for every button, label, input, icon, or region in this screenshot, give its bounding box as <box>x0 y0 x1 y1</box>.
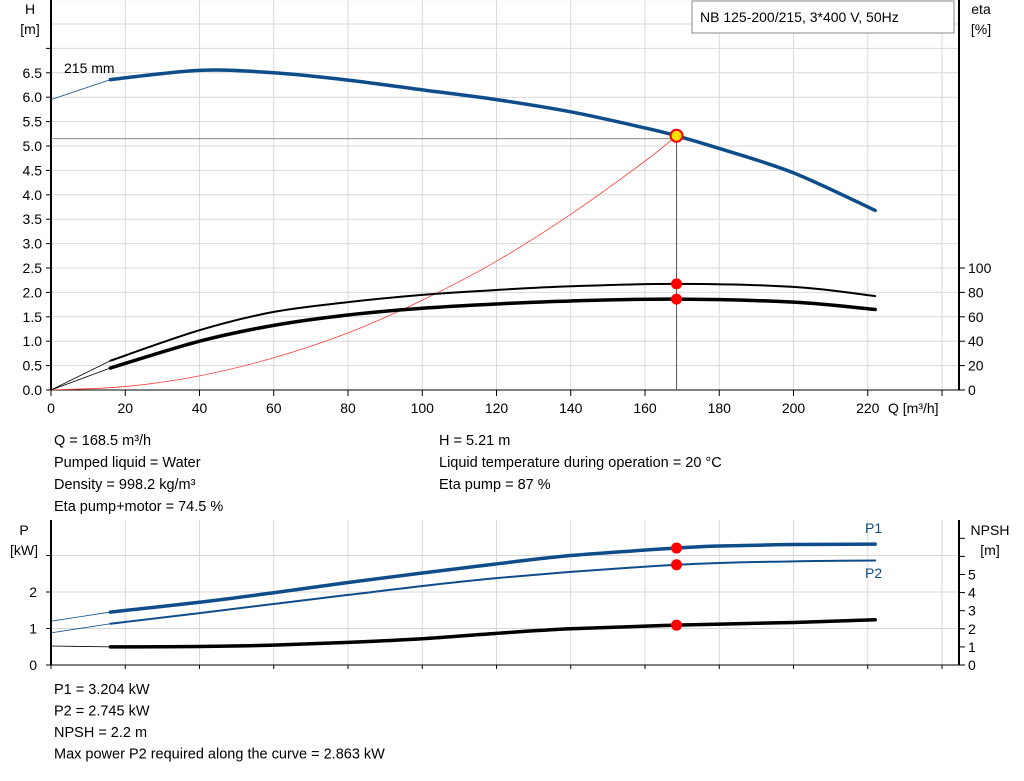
h-tick-label: 0.5 <box>23 358 43 374</box>
h-tick-label: 4.0 <box>23 187 43 203</box>
q-tick-label: 180 <box>708 400 732 416</box>
npsh-tick-label: 4 <box>968 585 976 601</box>
head-curve <box>108 68 877 213</box>
npsh-point <box>671 619 683 631</box>
eta-tick-label: 0 <box>968 382 976 398</box>
h-tick-label: 3.0 <box>23 236 43 252</box>
p2-point <box>671 559 683 571</box>
h-tick-label: 0.0 <box>23 382 43 398</box>
series-label-p2: P2 <box>865 565 882 581</box>
info-line: Eta pump+motor = 74.5 % <box>54 499 223 515</box>
h-tick-label: 2.5 <box>23 260 43 276</box>
q-tick-label: 200 <box>782 400 806 416</box>
npsh-curve-extension <box>50 645 111 648</box>
npsh-curve <box>108 618 877 649</box>
eta-tick-label: 80 <box>968 284 984 300</box>
eta-pump-motor-point <box>671 293 683 305</box>
eta-tick-label: 100 <box>968 260 992 276</box>
q-tick-label: 160 <box>633 400 657 416</box>
eta-pump-curve-extension <box>50 360 111 391</box>
p-axis-unit: [kW] <box>10 542 38 558</box>
eta-tick-label: 40 <box>968 333 984 349</box>
h-tick-label: 3.5 <box>23 211 43 227</box>
eta-pump-motor-curve-extension <box>50 367 111 391</box>
system-curve <box>50 135 677 391</box>
p-tick-label: 1 <box>29 621 37 637</box>
series-label-p1: P1 <box>865 520 882 536</box>
npsh-axis-unit: [m] <box>980 542 999 558</box>
q-tick-label: 100 <box>411 400 435 416</box>
h-tick-label: 6.5 <box>23 65 43 81</box>
duty-point <box>669 128 684 143</box>
info-line: Max power P2 required along the curve = … <box>54 747 385 763</box>
h-tick-label: 1.0 <box>23 333 43 349</box>
p2-curve-extension <box>50 623 111 634</box>
q-tick-label: 0 <box>47 400 55 416</box>
npsh-tick-label: 1 <box>968 639 976 655</box>
q-tick-label: 120 <box>485 400 509 416</box>
info-line: H = 5.21 m <box>439 433 510 449</box>
x-axis-label: Q [m³/h] <box>888 400 939 416</box>
info-line: P1 = 3.204 kW <box>54 682 150 698</box>
head-curve-extension <box>50 79 111 101</box>
title-box <box>691 0 955 34</box>
npsh-tick-label: 2 <box>968 621 976 637</box>
series-label-215mm: 215 mm <box>64 60 115 76</box>
p-tick-label: 2 <box>29 584 37 600</box>
npsh-tick-label: 5 <box>968 567 976 583</box>
q-tick-label: 20 <box>117 400 133 416</box>
y-axis-label-right: eta <box>971 1 991 17</box>
info-line: Eta pump = 87 % <box>439 477 551 493</box>
p1-curve <box>108 542 877 614</box>
q-tick-label: 40 <box>192 400 208 416</box>
h-tick-label: 5.0 <box>23 138 43 154</box>
y-axis-unit-right: [%] <box>971 21 991 37</box>
eta-tick-label: 60 <box>968 309 984 325</box>
info-line: Pumped liquid = Water <box>54 455 201 471</box>
p2-curve <box>109 559 877 625</box>
h-tick-label: 1.5 <box>23 309 43 325</box>
npsh-tick-label: 0 <box>968 657 976 673</box>
y-axis-label-left: H <box>25 1 35 17</box>
npsh-tick-label: 3 <box>968 603 976 619</box>
p1-point <box>671 542 683 554</box>
h-tick-label: 2.0 <box>23 284 43 300</box>
h-tick-label: 5.5 <box>23 114 43 130</box>
npsh-axis-label: NPSH <box>971 522 1010 538</box>
p1-curve-extension <box>50 611 111 622</box>
q-tick-label: 60 <box>266 400 282 416</box>
h-tick-label: 4.5 <box>23 162 43 178</box>
eta-pump-curve <box>109 282 877 362</box>
p-tick-label: 0 <box>29 657 37 673</box>
chart-title: NB 125-200/215, 3*400 V, 50Hz <box>700 9 899 25</box>
info-line: Density = 998.2 kg/m³ <box>54 477 196 493</box>
q-tick-label: 80 <box>340 400 356 416</box>
y-axis-unit-left: [m] <box>20 21 39 37</box>
eta-pump-point <box>671 278 683 290</box>
eta-pump-motor-curve <box>108 297 877 370</box>
q-tick-label: 140 <box>559 400 583 416</box>
h-tick-label: 6.0 <box>23 89 43 105</box>
q-tick-label: 220 <box>856 400 880 416</box>
eta-tick-label: 20 <box>968 358 984 374</box>
info-line: Liquid temperature during operation = 20… <box>439 455 722 471</box>
info-line: Q = 168.5 m³/h <box>54 433 151 449</box>
p-axis-label: P <box>19 522 28 538</box>
info-line: P2 = 2.745 kW <box>54 704 150 720</box>
info-line: NPSH = 2.2 m <box>54 725 147 741</box>
